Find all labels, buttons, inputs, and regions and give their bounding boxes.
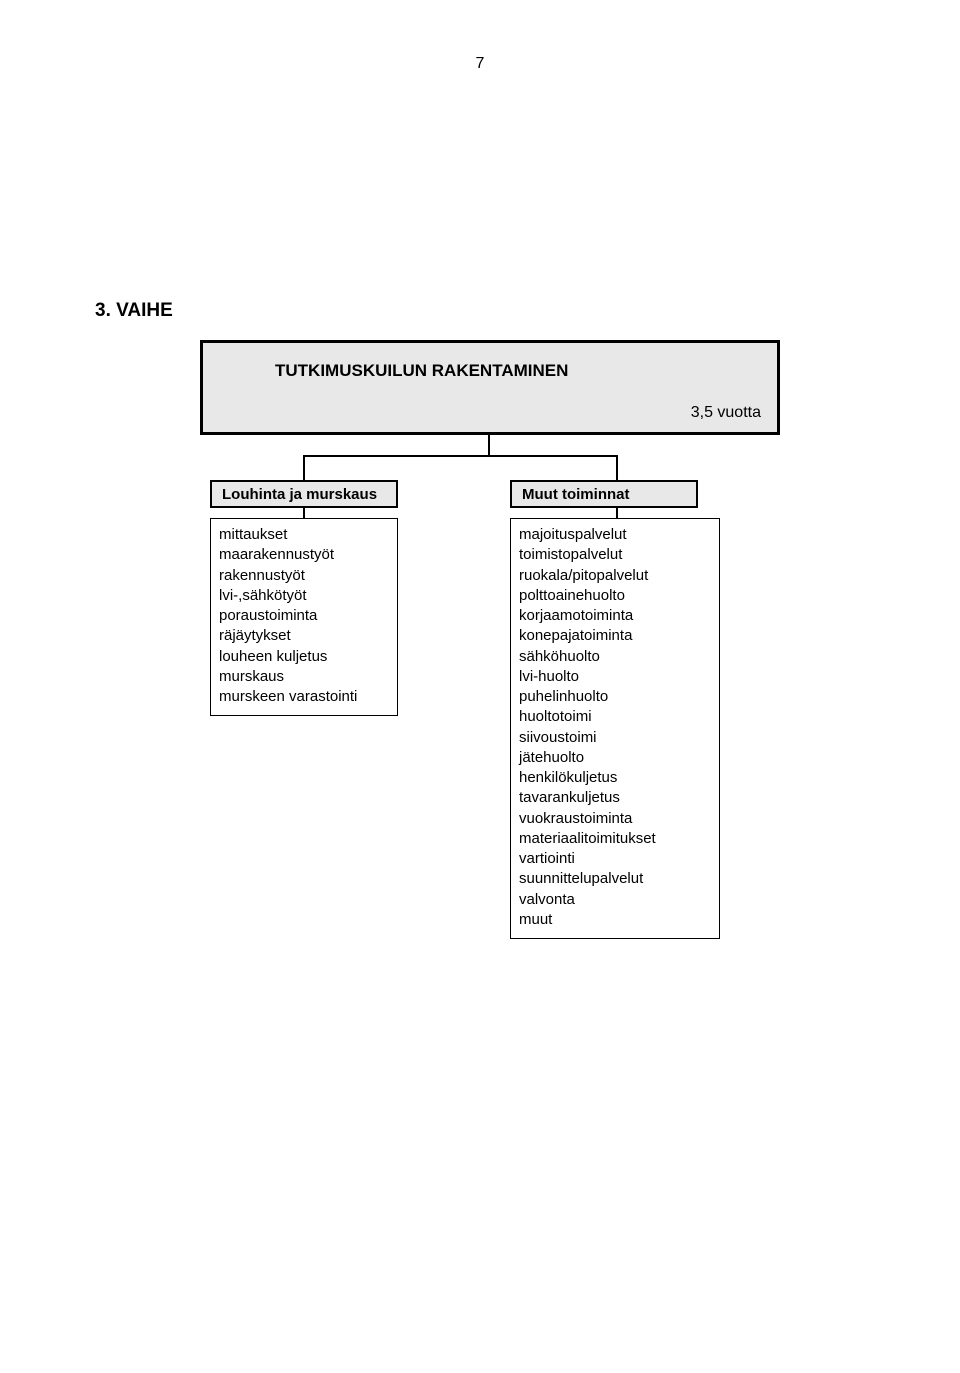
list-item: sähköhuolto: [519, 647, 711, 667]
list-item: räjäytykset: [219, 626, 389, 646]
branch-left-header: Louhinta ja murskaus: [210, 480, 398, 508]
list-item: siivoustoimi: [519, 728, 711, 748]
connector-line: [303, 455, 305, 480]
page: 7 3. VAIHE TUTKIMUSKUILUN RAKENTAMINEN 3…: [0, 0, 960, 1373]
section-heading: 3. VAIHE: [95, 300, 173, 322]
list-item: polttoainehuolto: [519, 586, 711, 606]
list-item: puhelinhuolto: [519, 687, 711, 707]
list-item: henkilökuljetus: [519, 768, 711, 788]
list-item: maarakennustyöt: [219, 545, 389, 565]
list-item: materiaalitoimitukset: [519, 829, 711, 849]
list-item: huoltotoimi: [519, 707, 711, 727]
main-box: TUTKIMUSKUILUN RAKENTAMINEN 3,5 vuotta: [200, 340, 780, 435]
main-duration: 3,5 vuotta: [691, 404, 761, 422]
list-item: vartiointi: [519, 849, 711, 869]
list-item: vuokraustoiminta: [519, 809, 711, 829]
list-item: mittaukset: [219, 525, 389, 545]
list-item: rakennustyöt: [219, 566, 389, 586]
list-item: tavarankuljetus: [519, 788, 711, 808]
list-item: jätehuolto: [519, 748, 711, 768]
branch-right-list: majoituspalvelut toimistopalvelut ruokal…: [510, 518, 720, 939]
list-item: poraustoiminta: [219, 606, 389, 626]
connector-line: [303, 455, 618, 457]
list-item: murskeen varastointi: [219, 687, 389, 707]
main-title: TUTKIMUSKUILUN RAKENTAMINEN: [275, 361, 568, 381]
list-item: lvi-,sähkötyöt: [219, 586, 389, 606]
list-item: lvi-huolto: [519, 667, 711, 687]
list-item: korjaamotoiminta: [519, 606, 711, 626]
branch-right-header: Muut toiminnat: [510, 480, 698, 508]
connector-line: [488, 435, 490, 455]
list-item: majoituspalvelut: [519, 525, 711, 545]
connector-line: [616, 455, 618, 480]
list-item: toimistopalvelut: [519, 545, 711, 565]
page-number: 7: [476, 55, 485, 73]
list-item: valvonta: [519, 890, 711, 910]
list-item: ruokala/pitopalvelut: [519, 566, 711, 586]
list-item: konepajatoiminta: [519, 626, 711, 646]
list-item: louheen kuljetus: [219, 647, 389, 667]
list-item: suunnittelupalvelut: [519, 869, 711, 889]
branch-left-list: mittaukset maarakennustyöt rakennustyöt …: [210, 518, 398, 716]
list-item: muut: [519, 910, 711, 930]
list-item: murskaus: [219, 667, 389, 687]
